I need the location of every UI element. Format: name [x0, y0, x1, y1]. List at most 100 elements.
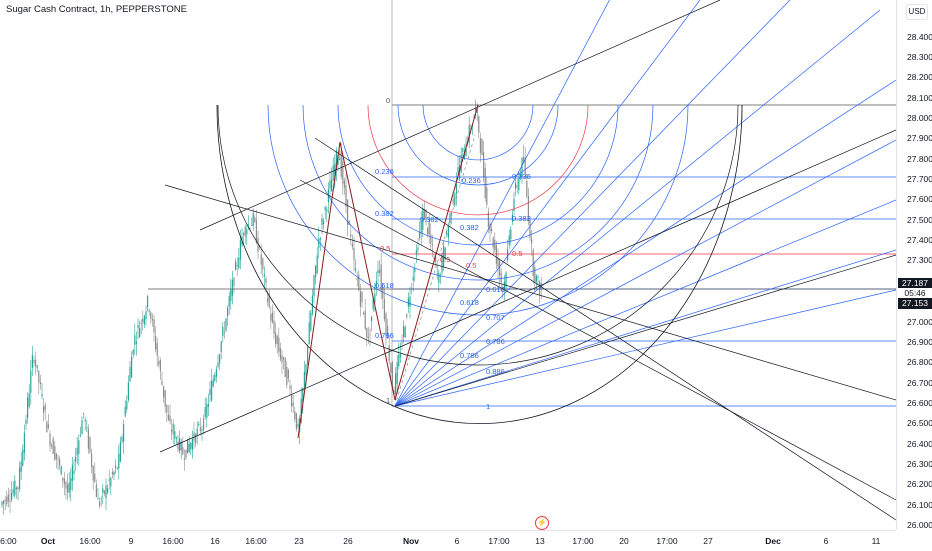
candle-body — [377, 270, 379, 273]
candle-body — [300, 398, 302, 423]
candle-body — [350, 234, 352, 237]
candle-body — [329, 180, 331, 189]
candle-body — [427, 228, 429, 235]
candle-body — [425, 209, 427, 219]
candle-body — [195, 434, 197, 444]
candle-body — [47, 424, 49, 429]
candle-body — [20, 461, 22, 473]
wave-line — [297, 104, 479, 439]
candle-body — [505, 272, 507, 288]
candle-body — [342, 161, 344, 184]
candle-body — [323, 220, 325, 225]
candle-body — [486, 187, 488, 205]
candle-body — [417, 247, 419, 251]
fib-label: 0.382 — [460, 223, 479, 232]
candle-body — [295, 413, 297, 430]
candle-body — [158, 361, 160, 365]
candle-body — [239, 239, 241, 260]
fib-label: 0.236 — [375, 167, 394, 176]
candle-body — [51, 445, 53, 447]
price-tick: 26.000 — [907, 520, 932, 530]
candle-body — [222, 327, 224, 337]
candle-body — [182, 447, 184, 455]
fan-line — [394, 249, 896, 407]
fan-line — [394, 79, 896, 407]
candle-body — [155, 335, 157, 350]
candle-body — [39, 382, 41, 384]
time-tick: 11 — [871, 536, 881, 546]
time-tick: 6 — [823, 536, 829, 546]
candle-body — [225, 318, 227, 331]
current-price-label: 27.187 — [898, 278, 932, 289]
candle-body — [209, 389, 211, 395]
candle-body — [380, 264, 382, 291]
candle-body — [495, 245, 497, 264]
candle-body — [169, 415, 171, 422]
time-axis[interactable]: 16:00 Oct 16:00 9 16:00 16 16:00 23 26 Nov 6 17:00 1… — [0, 530, 896, 551]
candle-body — [366, 327, 368, 338]
time-tick: 23 — [294, 536, 304, 546]
candle-body — [511, 214, 513, 222]
candle-body — [190, 442, 192, 449]
candle-body — [367, 336, 369, 338]
candle-body — [113, 471, 115, 476]
candle-body — [307, 346, 309, 365]
candle-body — [207, 403, 209, 407]
fib-label: 0.618 — [460, 298, 479, 307]
candle-body — [335, 150, 337, 171]
chart-plot-area[interactable]: 0 0.236 0.382 0.5 0.618 0.786 1 0.236 0.382 0.5 0.… — [0, 0, 896, 530]
candle-body — [398, 354, 400, 367]
candle-body — [451, 212, 453, 214]
candle-body — [230, 289, 232, 301]
fib-levels-layer — [148, 0, 896, 407]
candle-body — [236, 264, 238, 266]
time-tick: 17:00 — [488, 536, 510, 546]
candle-body — [529, 220, 531, 239]
price-tick: 26.700 — [907, 377, 932, 388]
candle-body — [454, 193, 456, 206]
candle-body — [484, 167, 486, 199]
candle-body — [372, 298, 374, 310]
candle-body — [235, 261, 237, 270]
candle-body — [30, 370, 32, 393]
time-tick: 17:00 — [572, 536, 594, 546]
candle-body — [148, 310, 150, 312]
fib-label: 0.236 — [512, 172, 531, 181]
candle-body — [503, 281, 505, 291]
candle-body — [524, 157, 526, 175]
candle-body — [244, 226, 246, 237]
symbol-legend[interactable]: Sugar Cash Contract, 1h, PEPPERSTONE — [6, 4, 187, 15]
candle-body — [358, 274, 360, 291]
candle-body — [166, 404, 168, 413]
candle-body — [79, 434, 81, 436]
candle-body — [11, 492, 13, 500]
candle-body — [447, 226, 449, 238]
candle-body — [355, 268, 357, 271]
candle-body — [52, 438, 54, 454]
candle-body — [526, 180, 528, 197]
candle-body — [353, 247, 355, 260]
price-axis[interactable]: 28.400 28.300 28.200 28.100 28.000 27.900 27.8… — [896, 0, 932, 530]
candle-body — [175, 437, 177, 439]
candle-body — [273, 320, 275, 334]
candle-body — [129, 366, 131, 382]
currency-button[interactable]: USD — [906, 4, 928, 20]
candle-body — [527, 195, 529, 222]
candle-body — [68, 482, 70, 493]
price-tick: 27.800 — [907, 153, 932, 164]
candle-body — [534, 266, 536, 283]
candle-body — [263, 274, 265, 277]
candle-body — [35, 359, 37, 366]
lightning-icon[interactable]: ⚡ — [535, 516, 549, 530]
candle-body — [268, 293, 270, 308]
candle-body — [76, 447, 78, 456]
candle-body — [260, 254, 262, 265]
fib-label: 0.618 — [486, 285, 505, 294]
candle-body — [374, 293, 376, 303]
time-tick: 16:00 — [79, 536, 101, 546]
fib-label: 0.5 — [440, 255, 450, 264]
candle-body — [462, 148, 464, 152]
candle-body — [156, 343, 158, 356]
fib-label: 0.5 — [512, 249, 522, 258]
fib-arc — [217, 104, 739, 366]
